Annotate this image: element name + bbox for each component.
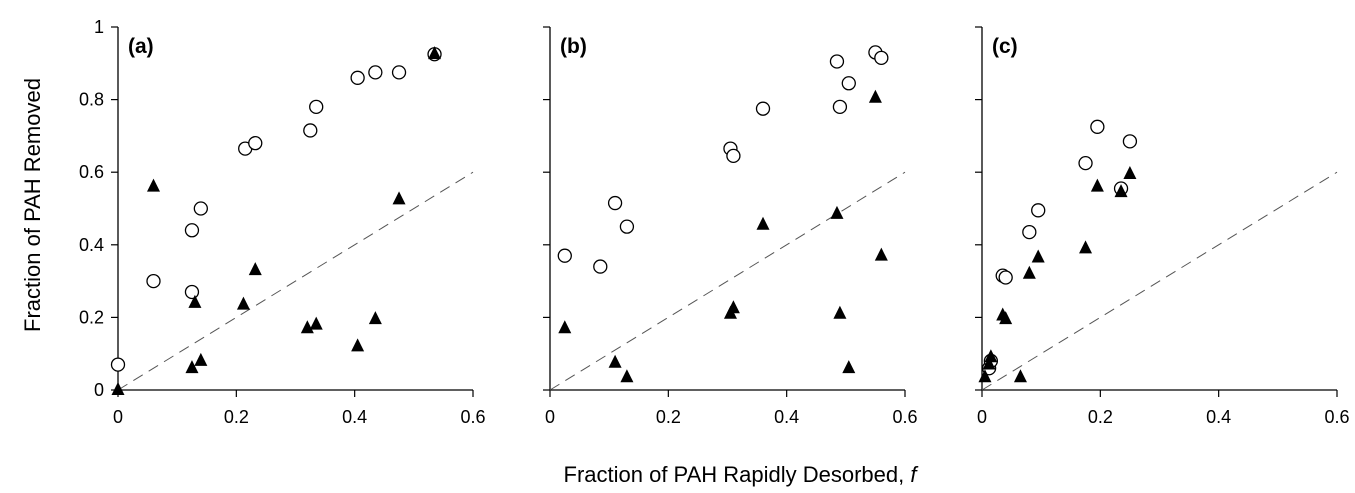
filled-triangle-point [1013,369,1027,383]
filled-triangle-point [147,178,160,192]
filled-triangle-point [982,356,996,370]
x-tick-label: 0.2 [224,407,249,427]
filled-triangle-point [984,349,998,363]
open-circle-point [309,99,324,115]
open-circle-point [832,99,848,115]
open-circle-point [146,273,161,289]
y-axis-title: Fraction of PAH Removed [20,78,45,332]
filled-triangle-point [756,216,770,230]
open-circle-point [829,54,845,69]
open-circle-point [193,201,208,216]
x-tick-label: 0 [113,407,123,427]
open-circle-point [755,101,771,116]
open-circle-point [184,223,200,238]
x-tick-label: 0.2 [656,407,681,427]
filled-triangle-point [978,369,992,383]
open-circle-point [998,270,1013,285]
y-tick-label: 0.4 [79,235,104,255]
filled-triangle-point [428,46,442,60]
filled-triangle-point [368,311,382,325]
filled-triangle-point [874,247,888,261]
filled-triangle-point [868,89,882,103]
open-circle-point [593,259,608,274]
y-tick-label: 0.8 [79,90,104,110]
x-tick-label: 0.4 [1206,407,1231,427]
open-circle-point [1022,224,1037,240]
filled-triangle-point [1031,249,1045,263]
x-tick-label: 0 [977,407,987,427]
reference-line [549,171,906,391]
filled-triangle-point [999,311,1013,325]
panel-2: 0 0.2 0.4 0.6 (b) [543,26,918,427]
x-axis-title-italic: f [910,462,919,487]
filled-triangle-point [351,338,365,352]
reference-line [981,171,1338,391]
x-tick-label: 0 [545,407,555,427]
open-circle-point [350,70,365,85]
filled-triangle-point [842,360,856,374]
x-axis-title-main: Fraction of PAH Rapidly Desorbed, [564,462,911,487]
open-circle-point [184,284,200,300]
x-tick-label: 0.6 [460,407,485,427]
filled-triangle-point [236,296,250,310]
reference-line [117,171,474,391]
filled-triangle-point [833,305,847,319]
filled-triangle-point [111,381,125,395]
filled-triangle-point [185,360,199,374]
filled-triangle-point [1090,178,1104,192]
filled-triangle-point [608,354,622,368]
open-circle-point [368,65,383,80]
filled-triangle-point [1079,240,1093,254]
open-circle-point [1031,203,1046,218]
open-circle-point [841,76,856,91]
filled-triangle-point [392,191,406,205]
panel-3: 0 0.2 0.4 0.6 (c) [975,26,1350,427]
open-circle-point [110,357,126,372]
panel-label: (a) [128,35,154,58]
open-circle-point [1078,155,1093,171]
y-tick-label: 1 [94,17,104,37]
x-tick-label: 0.6 [892,407,917,427]
x-tick-label: 0.2 [1088,407,1113,427]
open-circle-point [619,219,635,234]
open-circle-point [1122,134,1138,149]
filled-triangle-point [248,262,262,276]
filled-triangle-point [620,369,634,383]
open-circle-point [248,136,263,151]
open-circle-point [391,65,407,80]
open-circle-point [726,148,741,164]
x-tick-label: 0.4 [342,407,367,427]
open-circle-point [303,123,318,138]
filled-triangle-point [309,316,323,330]
open-circle-point [607,195,623,211]
open-circle-point [1090,119,1105,134]
y-tick-label: 0.2 [79,307,104,327]
filled-triangle-point [1114,184,1128,198]
filled-triangle-point [188,294,202,308]
filled-triangle-point [300,320,314,334]
x-tick-label: 0.6 [1324,407,1349,427]
x-axis-title: Fraction of PAH Rapidly Desorbed, f [564,462,920,487]
x-tick-label: 0.4 [774,407,799,427]
filled-triangle-point [830,205,844,219]
filled-triangle-point [1123,165,1137,179]
filled-triangle-point [194,352,208,366]
filled-triangle-point [726,300,740,314]
filled-triangle-point [1022,265,1036,279]
panels-layer: 0 0.2 0.4 0.6 0.8 1 0 0.2 0.4 0.6 (a) 0 0.2 0.4 0.6 (b)… [79,17,1350,427]
open-circle-point [557,248,572,263]
y-tick-label: 0 [94,380,104,400]
open-circle-point [874,50,889,66]
panel-1: 0 0.2 0.4 0.6 0.8 1 0 0.2 0.4 0.6 (a) [79,17,486,427]
panel-label: (b) [560,35,587,58]
panel-label: (c) [992,35,1018,58]
filled-triangle-point [558,320,572,334]
y-tick-label: 0.6 [79,162,104,182]
